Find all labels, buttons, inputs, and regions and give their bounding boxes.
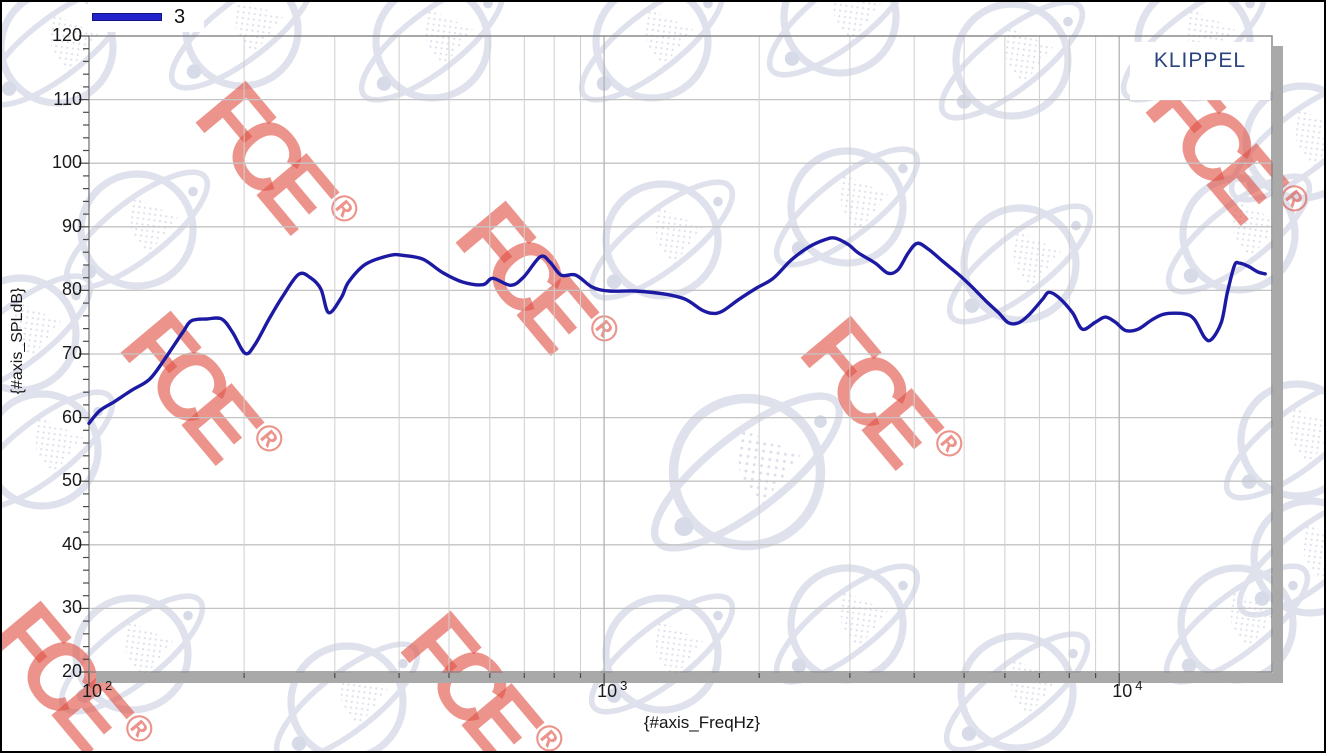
x-tick-label: 10 3 [597, 678, 628, 701]
y-tick-label: 100 [51, 152, 82, 173]
klippel-logo-text: KLIPPEL [1153, 49, 1247, 72]
legend-series-label: 3 [174, 5, 186, 28]
axis-ticks [79, 35, 1120, 686]
y-tick-label: 40 [61, 533, 82, 554]
grid-lines [89, 36, 1272, 672]
y-tick-label: 20 [61, 661, 82, 681]
plot-shadow-right [1273, 46, 1283, 683]
x-tick-label: 10 4 [1112, 678, 1143, 701]
spl-curve [87, 236, 1267, 425]
x-tick-label: 10 2 [82, 678, 113, 701]
y-tick-label: 50 [61, 470, 82, 491]
y-tick-label: 70 [61, 343, 82, 363]
y-tick-label: 60 [61, 406, 82, 427]
y-tick-label: 90 [61, 215, 82, 236]
y-tick-label: 80 [61, 279, 82, 300]
y-tick-label: 110 [53, 88, 82, 109]
y-axis-title: {#axis_SPLdB} [9, 287, 26, 395]
legend: 3 [88, 2, 204, 32]
y-tick-label: 30 [61, 597, 82, 618]
x-axis-title: {#axis_FreqHz} [643, 713, 761, 732]
plot-shadow-bottom [96, 673, 1283, 683]
klippel-logo-box: KLIPPEL [1130, 42, 1270, 100]
y-tick-label: 120 [51, 25, 82, 45]
legend-line-swatch [92, 13, 162, 21]
